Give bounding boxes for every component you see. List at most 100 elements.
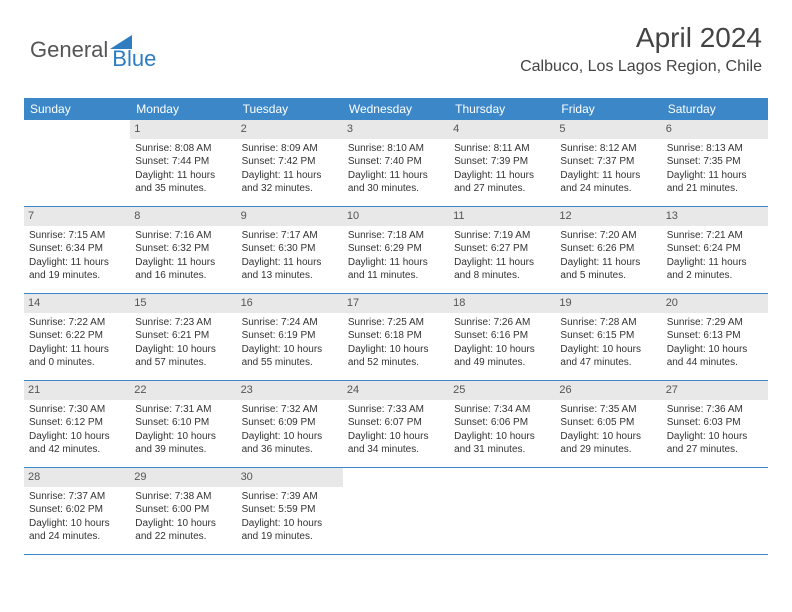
sunset-text: Sunset: 6:15 PM bbox=[560, 329, 656, 343]
sunrise-text: Sunrise: 7:33 AM bbox=[348, 403, 444, 417]
day-cell: 28Sunrise: 7:37 AMSunset: 6:02 PMDayligh… bbox=[24, 468, 130, 554]
day-cell: 10Sunrise: 7:18 AMSunset: 6:29 PMDayligh… bbox=[343, 207, 449, 293]
sunrise-text: Sunrise: 8:08 AM bbox=[135, 142, 231, 156]
sunset-text: Sunset: 6:16 PM bbox=[454, 329, 550, 343]
day-cell: 1 Sunrise: 8:08 AMSunset: 7:44 PMDaylight… bbox=[130, 120, 236, 206]
day-number: 1 bbox=[130, 120, 236, 139]
sunset-text: Sunset: 7:39 PM bbox=[454, 155, 550, 169]
sunrise-text: Sunrise: 7:37 AM bbox=[29, 490, 125, 504]
sunrise-text: Sunrise: 7:24 AM bbox=[242, 316, 338, 330]
sunset-text: Sunset: 6:02 PM bbox=[29, 503, 125, 517]
sunrise-text: Sunrise: 7:18 AM bbox=[348, 229, 444, 243]
daylight-text: Daylight: 11 hours and 5 minutes. bbox=[560, 256, 656, 283]
weekday-header: Friday bbox=[555, 98, 661, 120]
daylight-text: Daylight: 11 hours and 35 minutes. bbox=[135, 169, 231, 196]
sunset-text: Sunset: 6:29 PM bbox=[348, 242, 444, 256]
logo: General Blue bbox=[30, 28, 156, 72]
sunrise-text: Sunrise: 8:12 AM bbox=[560, 142, 656, 156]
sunset-text: Sunset: 7:35 PM bbox=[667, 155, 763, 169]
sunrise-text: Sunrise: 7:15 AM bbox=[29, 229, 125, 243]
day-number: 30 bbox=[237, 468, 343, 487]
day-number: 22 bbox=[130, 381, 236, 400]
week-row: 7 Sunrise: 7:15 AMSunset: 6:34 PM Daylight… bbox=[24, 207, 768, 294]
day-number: 10 bbox=[343, 207, 449, 226]
day-number: 3 bbox=[343, 120, 449, 139]
daylight-text: Daylight: 10 hours and 36 minutes. bbox=[242, 430, 338, 457]
sunrise-text: Sunrise: 7:25 AM bbox=[348, 316, 444, 330]
day-cell bbox=[555, 468, 661, 554]
sunrise-text: Sunrise: 7:20 AM bbox=[560, 229, 656, 243]
daylight-text: Daylight: 10 hours and 49 minutes. bbox=[454, 343, 550, 370]
sunset-text: Sunset: 6:09 PM bbox=[242, 416, 338, 430]
logo-text-general: General bbox=[30, 37, 108, 63]
sunset-text: Sunset: 6:22 PM bbox=[29, 329, 125, 343]
day-number: 5 bbox=[555, 120, 661, 139]
day-number: 24 bbox=[343, 381, 449, 400]
daylight-text: Daylight: 10 hours and 44 minutes. bbox=[667, 343, 763, 370]
day-cell: 7Sunrise: 7:15 AMSunset: 6:34 PMDaylight… bbox=[24, 207, 130, 293]
sunrise-text: Sunrise: 7:29 AM bbox=[667, 316, 763, 330]
day-number: 25 bbox=[449, 381, 555, 400]
day-cell: 26Sunrise: 7:35 AMSunset: 6:05 PMDayligh… bbox=[555, 381, 661, 467]
day-cell: 25Sunrise: 7:34 AMSunset: 6:06 PMDayligh… bbox=[449, 381, 555, 467]
day-cell bbox=[662, 468, 768, 554]
week-row: 21Sunrise: 7:30 AMSunset: 6:12 PMDayligh… bbox=[24, 381, 768, 468]
sunrise-text: Sunrise: 7:17 AM bbox=[242, 229, 338, 243]
sunrise-text: Sunrise: 7:35 AM bbox=[560, 403, 656, 417]
sunrise-text: Sunrise: 8:13 AM bbox=[667, 142, 763, 156]
daylight-text: Daylight: 11 hours and 32 minutes. bbox=[242, 169, 338, 196]
day-cell: 23Sunrise: 7:32 AMSunset: 6:09 PMDayligh… bbox=[237, 381, 343, 467]
daylight-text: Daylight: 11 hours and 24 minutes. bbox=[560, 169, 656, 196]
daylight-text: Daylight: 10 hours and 27 minutes. bbox=[667, 430, 763, 457]
sunset-text: Sunset: 7:42 PM bbox=[242, 155, 338, 169]
daylight-text: Daylight: 10 hours and 52 minutes. bbox=[348, 343, 444, 370]
sunset-text: Sunset: 7:44 PM bbox=[135, 155, 231, 169]
day-cell: 8Sunrise: 7:16 AMSunset: 6:32 PMDaylight… bbox=[130, 207, 236, 293]
sunset-text: Sunset: 6:03 PM bbox=[667, 416, 763, 430]
daylight-text: Daylight: 10 hours and 47 minutes. bbox=[560, 343, 656, 370]
day-number: 19 bbox=[555, 294, 661, 313]
day-number: 28 bbox=[24, 468, 130, 487]
day-cell: 2Sunrise: 8:09 AMSunset: 7:42 PMDaylight… bbox=[237, 120, 343, 206]
sunrise-text: Sunrise: 7:16 AM bbox=[135, 229, 231, 243]
sunset-text: Sunset: 6:05 PM bbox=[560, 416, 656, 430]
sunset-text: Sunset: 6:34 PM bbox=[29, 242, 125, 256]
week-row: 14Sunrise: 7:22 AMSunset: 6:22 PMDayligh… bbox=[24, 294, 768, 381]
sunrise-text: Sunrise: 7:22 AM bbox=[29, 316, 125, 330]
sunset-text: Sunset: 6:32 PM bbox=[135, 242, 231, 256]
sunset-text: Sunset: 6:30 PM bbox=[242, 242, 338, 256]
day-cell: 14Sunrise: 7:22 AMSunset: 6:22 PMDayligh… bbox=[24, 294, 130, 380]
sunrise-text: Sunrise: 8:10 AM bbox=[348, 142, 444, 156]
day-number: 27 bbox=[662, 381, 768, 400]
daylight-text: Daylight: 10 hours and 29 minutes. bbox=[560, 430, 656, 457]
day-cell: 6Sunrise: 8:13 AMSunset: 7:35 PMDaylight… bbox=[662, 120, 768, 206]
day-number: 29 bbox=[130, 468, 236, 487]
daylight-text: Daylight: 11 hours and 13 minutes. bbox=[242, 256, 338, 283]
daylight-text: Daylight: 10 hours and 22 minutes. bbox=[135, 517, 231, 544]
day-cell: 9Sunrise: 7:17 AMSunset: 6:30 PMDaylight… bbox=[237, 207, 343, 293]
day-cell: 22Sunrise: 7:31 AMSunset: 6:10 PMDayligh… bbox=[130, 381, 236, 467]
location: Calbuco, Los Lagos Region, Chile bbox=[520, 58, 762, 76]
weekday-header: Monday bbox=[130, 98, 236, 120]
sunset-text: Sunset: 6:07 PM bbox=[348, 416, 444, 430]
day-cell: 12Sunrise: 7:20 AMSunset: 6:26 PMDayligh… bbox=[555, 207, 661, 293]
calendar: Sunday Monday Tuesday Wednesday Thursday… bbox=[24, 98, 768, 555]
sunrise-text: Sunrise: 7:23 AM bbox=[135, 316, 231, 330]
day-cell: 27Sunrise: 7:36 AMSunset: 6:03 PMDayligh… bbox=[662, 381, 768, 467]
day-cell: 19Sunrise: 7:28 AMSunset: 6:15 PMDayligh… bbox=[555, 294, 661, 380]
weekday-header: Sunday bbox=[24, 98, 130, 120]
day-number: 4 bbox=[449, 120, 555, 139]
day-number: 13 bbox=[662, 207, 768, 226]
week-row: 1Sunrise: 8:08 AMSunset: 7:44 PMDaylight… bbox=[24, 120, 768, 207]
week-row: 28 Sunrise: 7:37 AMSunset: 6:02 PM Dayligh… bbox=[24, 468, 768, 555]
daylight-text: Daylight: 10 hours and 19 minutes. bbox=[242, 517, 338, 544]
sunset-text: Sunset: 6:12 PM bbox=[29, 416, 125, 430]
day-number: 23 bbox=[237, 381, 343, 400]
weekday-header: Saturday bbox=[662, 98, 768, 120]
day-cell: 4 Sunrise: 8:11 AMSunset: 7:39 PMDaylight… bbox=[449, 120, 555, 206]
day-cell: 20Sunrise: 7:29 AMSunset: 6:13 PMDayligh… bbox=[662, 294, 768, 380]
day-number: 7 bbox=[24, 207, 130, 226]
sunrise-text: Sunrise: 8:11 AM bbox=[454, 142, 550, 156]
daylight-text: Daylight: 11 hours and 30 minutes. bbox=[348, 169, 444, 196]
daylight-text: Daylight: 11 hours and 27 minutes. bbox=[454, 169, 550, 196]
